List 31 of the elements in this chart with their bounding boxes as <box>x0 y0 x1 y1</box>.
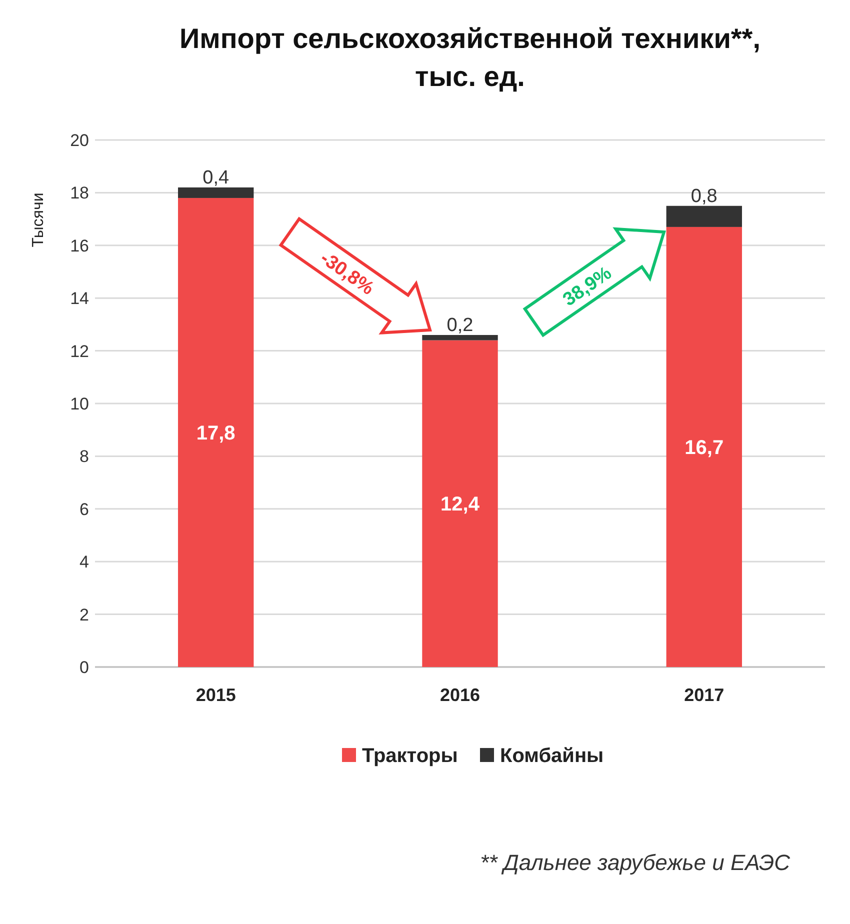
y-tick-label: 4 <box>80 552 89 572</box>
data-label: 17,8 <box>196 422 236 444</box>
bar <box>178 198 254 667</box>
y-tick-label: 8 <box>80 447 89 466</box>
y-axis-title: Тысячи <box>30 192 47 248</box>
chart-title: Импорт сельскохозяйственной техники**, тыс. ед. <box>180 23 760 92</box>
x-tick-label: 2017 <box>684 685 724 705</box>
data-label: 0,4 <box>202 167 230 188</box>
legend-label: Тракторы <box>362 745 458 767</box>
text: ** Дальнее зарубежье и ЕАЭС <box>480 850 790 875</box>
y-tick-label: 16 <box>70 236 89 256</box>
data-label: 16,7 <box>684 436 724 459</box>
bar <box>422 334 498 340</box>
y-tick-label: 0 <box>80 658 89 677</box>
bar <box>666 226 742 667</box>
y-tick-label: 2 <box>80 605 89 624</box>
y-tick-label: 6 <box>80 500 89 519</box>
bar <box>422 340 498 667</box>
y-tick-label: 10 <box>70 394 89 414</box>
bar <box>666 206 742 227</box>
data-label: 12,4 <box>440 494 480 516</box>
x-tick-label: 2016 <box>440 685 480 705</box>
y-tick-label: 20 <box>70 131 89 150</box>
y-tick-label: 12 <box>70 342 89 361</box>
x-tick-label: 2015 <box>196 685 236 705</box>
y-tick-label: 14 <box>70 289 89 308</box>
bar <box>178 187 254 198</box>
data-label: 0,2 <box>446 314 474 336</box>
y-tick-label: 18 <box>70 184 89 203</box>
legend-label: Комбайны <box>500 745 604 767</box>
data-label: 0,8 <box>690 186 718 207</box>
